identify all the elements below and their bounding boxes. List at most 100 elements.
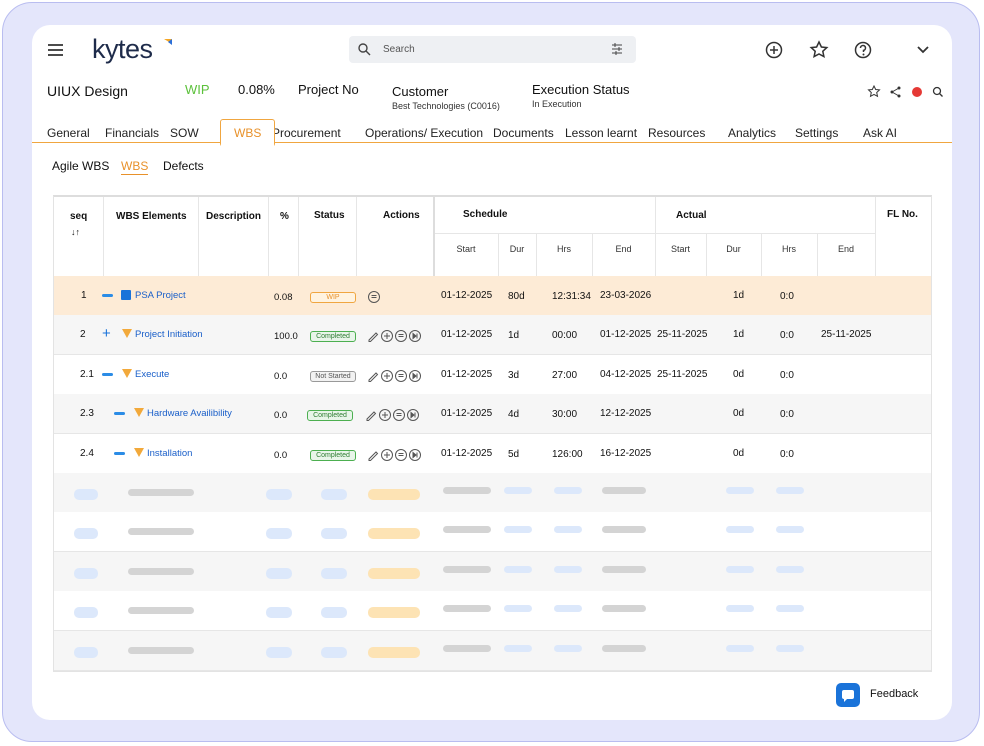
skeleton [368, 607, 420, 619]
tab[interactable]: Procurement [272, 126, 341, 140]
tab[interactable]: SOW [170, 126, 199, 140]
row-actions[interactable] [365, 408, 435, 422]
wbs-element: PSA Project [135, 290, 186, 301]
skeleton [321, 567, 347, 579]
feedback-icon[interactable] [836, 683, 860, 707]
percent: 0.08 [274, 292, 293, 303]
collapse-icon[interactable] [102, 372, 113, 376]
skeleton [602, 565, 646, 573]
skeleton [443, 605, 491, 613]
header-actions: Actions [383, 210, 420, 221]
tab-active[interactable]: WBS [220, 119, 276, 146]
actual-dur: 1d [733, 329, 745, 341]
column-divider [536, 234, 537, 276]
skeleton [321, 528, 347, 540]
skeleton [128, 646, 194, 654]
header-bg [54, 197, 931, 276]
customer: Best Technologies (C0016) [392, 101, 500, 111]
schedule-start: 01-12-2025 [441, 447, 493, 459]
tab[interactable]: Resources [648, 126, 706, 140]
skeleton [554, 605, 582, 613]
collapse-icon[interactable] [114, 451, 125, 455]
percent: 0.0 [274, 410, 288, 422]
header-pct: % [280, 211, 289, 222]
header-sort[interactable]: ↓↑ [71, 227, 80, 237]
seq: 2 [80, 329, 86, 341]
status-pill: Completed [307, 410, 353, 422]
collapse-icon[interactable] [102, 294, 113, 297]
skeleton [602, 644, 646, 652]
schedule-hrs: 30:00 [552, 409, 578, 421]
schedule-end: 04-12-2025 [600, 368, 652, 380]
percent: 100.0 [274, 331, 298, 343]
subtab[interactable]: Defects [163, 159, 204, 173]
skeleton [266, 528, 292, 540]
add-icon[interactable] [765, 41, 783, 59]
schedule-dur: 3d [508, 369, 520, 381]
column-divider [655, 197, 656, 276]
schedule-dur: 1d [508, 330, 520, 342]
schedule-start: 01-12-2025 [441, 368, 493, 380]
project-icon [121, 290, 131, 300]
chevron-icon[interactable] [917, 45, 929, 55]
collapse-icon[interactable] [114, 412, 125, 416]
logo[interactable]: kytes [92, 34, 153, 64]
subtab[interactable]: Agile WBS [52, 159, 110, 173]
seq: 1 [81, 290, 87, 301]
skeleton [443, 526, 491, 534]
expand-icon[interactable]: + [102, 325, 111, 343]
skeleton [368, 567, 420, 579]
customer-label: Customer [392, 84, 449, 99]
tab[interactable]: Ask AI [863, 126, 898, 140]
task-icon [122, 368, 132, 378]
column-divider [706, 234, 707, 276]
project-actions[interactable] [867, 85, 947, 99]
subtab-active[interactable]: WBS [121, 159, 149, 175]
skeleton [726, 565, 754, 573]
actual-hrs: 0:0 [780, 291, 794, 302]
search-box[interactable]: Search [349, 36, 636, 63]
tab[interactable]: Financials [105, 126, 160, 140]
schedule-start: 01-12-2025 [441, 408, 493, 420]
tab[interactable]: General [47, 126, 90, 140]
skeleton [266, 607, 292, 619]
tab[interactable]: Documents [493, 126, 554, 140]
skeleton [443, 644, 491, 652]
column-divider [592, 234, 593, 276]
header-fl: FL No. [887, 209, 918, 220]
status-pill: Completed [310, 331, 356, 343]
schedule-dur: 5d [508, 448, 520, 460]
filter-icon[interactable] [611, 43, 623, 55]
skeleton [602, 526, 646, 534]
tab[interactable]: Operations/ Execution [365, 126, 484, 140]
status-pill: Completed [310, 449, 356, 461]
header-description: Description [206, 211, 262, 222]
skeleton [74, 607, 98, 619]
skeleton [602, 605, 646, 613]
favorites-icon[interactable] [809, 40, 829, 60]
schedule-hrs: 27:00 [552, 369, 578, 381]
schedule-hrs: 12:31:34 [552, 291, 591, 302]
row-actions[interactable] [367, 448, 437, 462]
header-dur: Dur [509, 244, 525, 254]
column-divider [103, 197, 104, 276]
row-actions[interactable] [367, 329, 437, 343]
skeleton [504, 644, 532, 652]
feedback[interactable]: Feedback [870, 688, 919, 700]
tab-underline [32, 142, 952, 143]
app: kytes Search UIUX Design WIP 0.08% Proje… [32, 25, 952, 720]
search-placeholder: Search [383, 44, 415, 55]
skeleton [776, 565, 804, 573]
row-actions[interactable] [367, 290, 437, 304]
help-icon[interactable] [854, 41, 872, 59]
schedule-hrs: 00:00 [552, 330, 578, 342]
seq: 2.1 [80, 368, 94, 380]
schedule-dur: 80d [508, 291, 525, 302]
tab[interactable]: Lesson learnt [565, 126, 638, 140]
search-icon [358, 43, 371, 56]
row-actions[interactable] [367, 369, 437, 383]
tab[interactable]: Analytics [728, 126, 777, 140]
tab[interactable]: Settings [795, 126, 839, 140]
menu-icon[interactable] [47, 43, 65, 57]
